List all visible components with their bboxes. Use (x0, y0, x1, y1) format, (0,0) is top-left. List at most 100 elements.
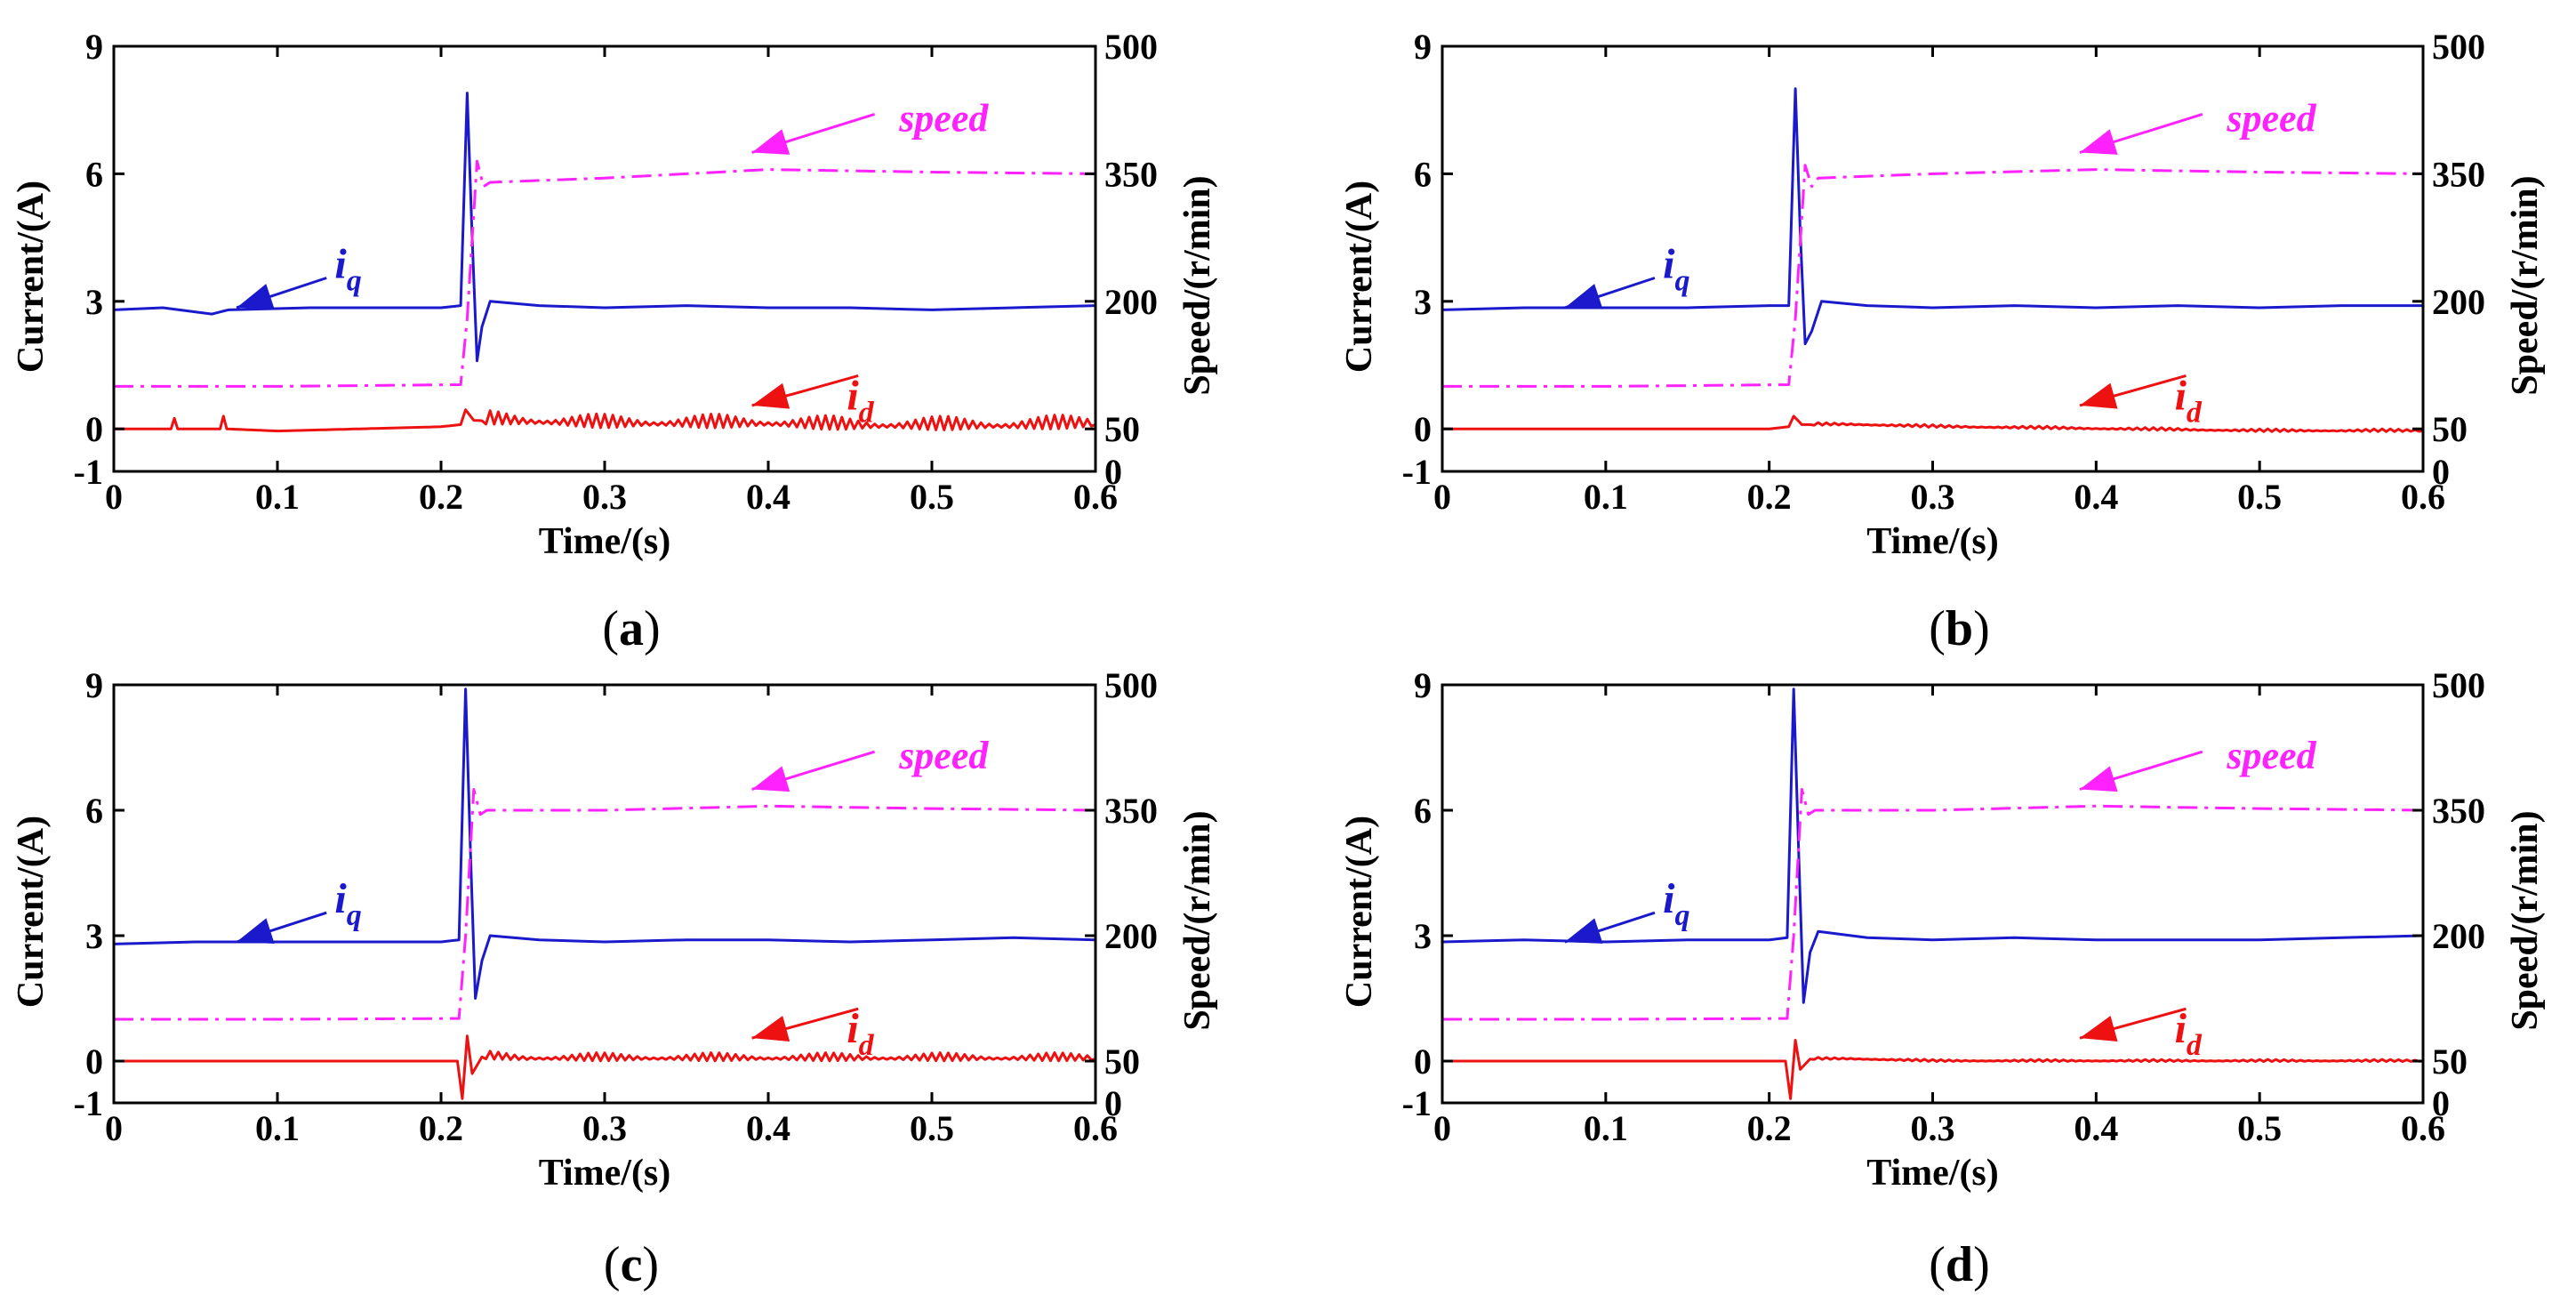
annotation-speed-label: speed (2226, 97, 2316, 141)
y-right-tick-label: 350 (1104, 154, 1158, 194)
y-left-axis-label: Current/(A) (1339, 181, 1380, 373)
x-tick-label: 0 (1433, 477, 1451, 517)
y-right-tick-label: 0 (2432, 1083, 2450, 1123)
x-tick-label: 0.5 (2237, 1108, 2282, 1148)
y-right-tick-label: 350 (1104, 791, 1158, 831)
y-right-axis-label: Speed/(r/min) (2505, 175, 2546, 395)
y-right-tick-label: 500 (2432, 27, 2485, 67)
x-tick-label: 0.5 (910, 477, 954, 517)
y-left-tick-label: -1 (1402, 452, 1432, 492)
series-line-speed (1442, 788, 2424, 1021)
x-tick-label: 0.4 (2074, 1108, 2118, 1148)
x-tick-label: 0.1 (255, 1108, 300, 1148)
annotation-arrowhead-iq (237, 918, 275, 944)
x-tick-label: 0.4 (746, 477, 790, 517)
y-left-tick-label: 3 (85, 282, 103, 322)
annotation-speed-label: speed (898, 97, 989, 141)
annotation-arrowhead-id (2079, 1016, 2118, 1042)
annotation-arrowhead-iq (1564, 918, 1603, 944)
y-right-tick-label: 0 (1104, 1083, 1122, 1123)
y-left-tick-label: 9 (1414, 27, 1432, 67)
x-axis-label: Time/(s) (539, 521, 671, 562)
annotation-iq-label: iq (1663, 875, 1689, 932)
y-left-axis-label: Current/(A) (11, 816, 52, 1008)
annotation-arrowhead-speed (751, 129, 790, 155)
y-left-tick-label: 6 (85, 791, 103, 831)
series-line-speed (114, 788, 1096, 1021)
annotation-id-label: id (847, 373, 874, 430)
series-line-id (114, 1034, 1096, 1100)
x-tick-label: 0.4 (2074, 477, 2118, 517)
y-right-tick-label: 350 (2432, 791, 2485, 831)
y-right-tick-label: 500 (2432, 665, 2485, 705)
annotation-arrowhead-iq (1564, 284, 1603, 310)
annotation-iq-label: iq (1663, 241, 1689, 298)
x-tick-label: 0.6 (2401, 1108, 2445, 1148)
x-axis-label: Time/(s) (1866, 521, 1999, 562)
annotation-arrowhead-speed (2079, 766, 2118, 792)
y-left-tick-label: 6 (1414, 791, 1432, 831)
y-right-tick-label: 200 (2432, 282, 2485, 322)
x-tick-label: 0.4 (746, 1108, 790, 1148)
panel-caption: (b) (1929, 601, 1989, 656)
y-left-tick-label: 9 (1414, 665, 1432, 705)
annotation-id-label: id (2175, 373, 2203, 430)
y-left-tick-label: 9 (85, 27, 103, 67)
y-left-tick-label: -1 (74, 452, 103, 492)
y-right-axis-label: Speed/(r/min) (1177, 810, 1218, 1030)
chart-panel-a: 0 0.1 0.2 0.3 0.4 0.5 0.69630-1500350200500Tim… (11, 27, 1218, 656)
x-tick-label: 0.5 (2237, 477, 2282, 517)
x-tick-label: 0.6 (2401, 477, 2445, 517)
x-tick-label: 0.2 (419, 1108, 463, 1148)
y-left-tick-label: -1 (74, 1083, 103, 1123)
y-left-axis-label: Current/(A) (11, 181, 52, 373)
x-tick-label: 0.1 (1584, 1108, 1628, 1148)
y-right-tick-label: 50 (2432, 1042, 2468, 1082)
annotation-arrowhead-speed (751, 766, 790, 792)
x-tick-label: 0.1 (255, 477, 300, 517)
y-left-tick-label: 0 (1414, 409, 1432, 449)
annotation-arrowhead-speed (2079, 129, 2118, 155)
x-tick-label: 0 (105, 477, 123, 517)
y-right-tick-label: 0 (2432, 452, 2450, 492)
annotation-arrowhead-id (2079, 382, 2118, 409)
y-left-tick-label: 0 (1414, 1042, 1432, 1082)
y-right-tick-label: 500 (1104, 27, 1158, 67)
y-right-axis-label: Speed/(r/min) (2505, 810, 2546, 1030)
y-right-tick-label: 500 (1104, 665, 1158, 705)
y-right-axis-label: Speed/(r/min) (1177, 175, 1218, 395)
y-right-tick-label: 50 (2432, 409, 2468, 449)
y-left-tick-label: 6 (85, 154, 103, 194)
annotation-id-label: id (847, 1005, 874, 1062)
x-tick-label: 0.2 (1747, 1108, 1792, 1148)
annotation-speed-label: speed (898, 734, 989, 777)
y-right-tick-label: 200 (1104, 282, 1158, 322)
y-right-tick-label: 50 (1104, 1042, 1140, 1082)
y-right-tick-label: 350 (2432, 154, 2485, 194)
panel-caption: (d) (1929, 1237, 1989, 1292)
y-left-tick-label: 6 (1414, 154, 1432, 194)
y-right-tick-label: 200 (1104, 916, 1158, 956)
x-tick-label: 0.3 (1911, 1108, 1955, 1148)
x-tick-label: 0 (1433, 1108, 1451, 1148)
x-tick-label: 0 (105, 1108, 123, 1148)
series-line-iq (113, 688, 1096, 1000)
annotation-id-label: id (2175, 1005, 2203, 1062)
y-right-tick-label: 50 (1104, 409, 1140, 449)
series-line-iq (1441, 87, 2423, 346)
annotation-speed-label: speed (2226, 734, 2316, 777)
chart-panel-b: 0 0.1 0.2 0.3 0.4 0.5 0.69630-1500350200500Tim… (1339, 27, 2546, 656)
annotation-arrowhead-id (751, 1016, 790, 1042)
annotation-arrowhead-iq (237, 284, 275, 310)
series-line-iq (1441, 688, 2424, 1004)
x-axis-label: Time/(s) (539, 1153, 671, 1194)
x-tick-label: 0.3 (1911, 477, 1955, 517)
series-line-id (114, 408, 1096, 433)
annotation-iq-label: iq (334, 241, 361, 298)
x-tick-label: 0.3 (582, 1108, 627, 1148)
x-tick-label: 0.1 (1584, 477, 1628, 517)
annotation-iq-label: iq (334, 875, 361, 932)
series-line-iq (113, 92, 1096, 363)
chart-panel-d: 0 0.1 0.2 0.3 0.4 0.5 0.69630-1500350200500Tim… (1339, 665, 2546, 1292)
